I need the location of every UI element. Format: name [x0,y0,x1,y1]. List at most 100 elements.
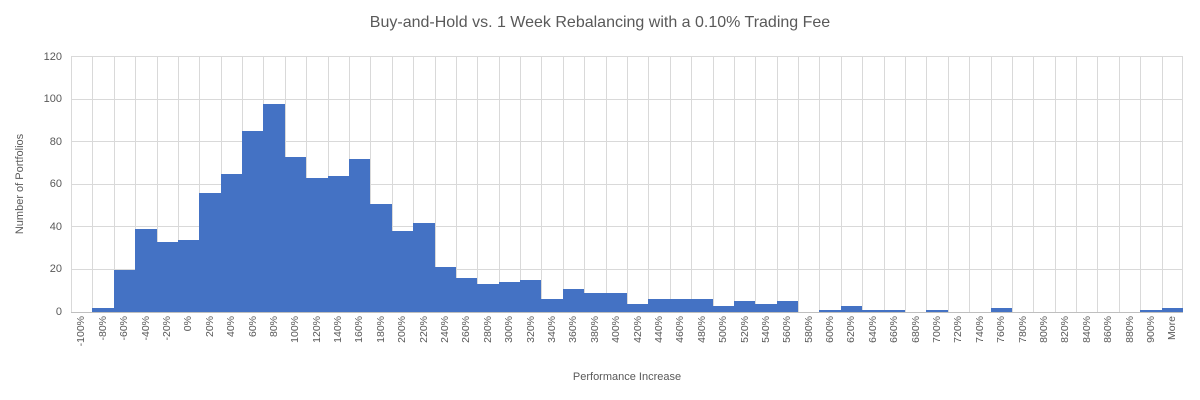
bar [156,241,178,312]
gridline-h [71,268,1183,270]
bar [562,288,585,312]
y-tick-label: 20 [49,263,62,275]
x-tick: 540% [756,316,777,368]
x-tick: 720% [948,316,969,368]
gridline-v [1118,57,1120,312]
x-tick-label: 700% [931,316,944,343]
x-tick: -40% [135,316,156,368]
x-tick: 700% [927,316,948,368]
y-tick-label: 120 [43,50,62,63]
x-tick: 560% [777,316,798,368]
gridline-v [947,57,949,312]
gridline-v [113,57,115,312]
gridline-v [926,57,928,312]
gridline-v [1054,57,1056,312]
x-tick-label: 860% [1102,316,1115,343]
bar [284,156,307,312]
bar [1140,309,1162,312]
gridline-v [648,57,650,312]
gridline-v [391,57,393,312]
gridline-v [135,57,137,312]
gridline-v [1140,57,1142,312]
bar [926,309,948,312]
x-tick-label: 560% [781,316,794,343]
x-tick: 340% [542,316,563,368]
x-tick: 660% [884,316,905,368]
x-tick: 780% [1012,316,1033,368]
y-axis-ticks: 0 20 40 60 80 100 120 [0,51,62,318]
gridline-v [92,57,94,312]
gridline-v [776,57,778,312]
gridline-v [798,57,800,312]
x-tick-label: -20% [160,316,173,341]
bar [819,309,841,312]
bar [669,299,692,312]
x-tick-label: 300% [503,316,516,343]
bar [113,269,136,312]
x-tick: 840% [1076,316,1097,368]
x-tick-label: 840% [1080,316,1093,343]
x-tick-label: -60% [118,316,131,341]
bar [220,173,243,312]
x-tick: 100% [285,316,306,368]
gridline-v [733,57,735,312]
gridline-v [177,57,179,312]
gridline-v [370,57,372,312]
x-tick: 40% [221,316,242,368]
gridline-v [905,57,906,312]
x-tick-label: 760% [995,316,1008,343]
x-tick: -20% [157,316,178,368]
x-tick: 860% [1098,316,1119,368]
bar [520,280,542,312]
gridline-v [199,57,201,312]
x-tick-label: 580% [802,316,815,343]
bar [135,229,157,312]
x-tick-label: 800% [1037,316,1050,343]
x-tick: 60% [242,316,263,368]
x-tick-label: -100% [75,316,88,347]
x-tick: 480% [691,316,712,368]
x-tick-label: 340% [545,316,558,343]
gridline-h [71,226,1183,227]
x-tick: -60% [114,316,135,368]
x-tick: 500% [713,316,734,368]
x-axis-ticks: -100% -80% -60% -40% -20% 0% 20% 40% 60% 80% 100% 1… [71,316,1183,368]
x-tick-label: 540% [759,316,772,343]
x-tick-label: 780% [1016,316,1029,343]
x-tick-label: 220% [417,316,430,343]
x-tick-label: 0% [182,316,195,332]
gridline-v [584,57,586,312]
x-tick: 620% [841,316,862,368]
gridline-v [413,57,415,312]
bar [755,303,777,312]
gridline-v [562,57,564,312]
x-tick-label: 60% [246,316,259,338]
gridline-v [840,57,842,312]
gridline-v [605,57,607,312]
x-tick-label: 120% [310,316,323,343]
x-tick: 400% [606,316,627,368]
x-tick: 640% [862,316,883,368]
x-tick-label: 880% [1123,316,1136,343]
x-tick: 280% [477,316,498,368]
bar [648,299,670,312]
bar [391,231,414,312]
x-tick: 880% [1119,316,1140,368]
x-tick: 680% [905,316,926,368]
gridline-v [455,57,457,312]
y-tick-label: 0 [55,305,62,318]
x-tick: 520% [734,316,755,368]
x-tick-label: -40% [139,316,152,341]
gridline-v [156,57,158,312]
x-tick: 80% [264,316,285,368]
x-tick: 440% [649,316,670,368]
x-tick-label: 100% [289,316,302,343]
gridline-v [520,57,522,312]
x-tick-label: 20% [203,316,216,338]
x-tick: 800% [1034,316,1055,368]
gridline-v [669,57,671,312]
gridline-v [1033,57,1035,312]
x-tick-label: 240% [439,316,452,343]
bar [862,309,884,312]
gridline-v [477,57,479,312]
